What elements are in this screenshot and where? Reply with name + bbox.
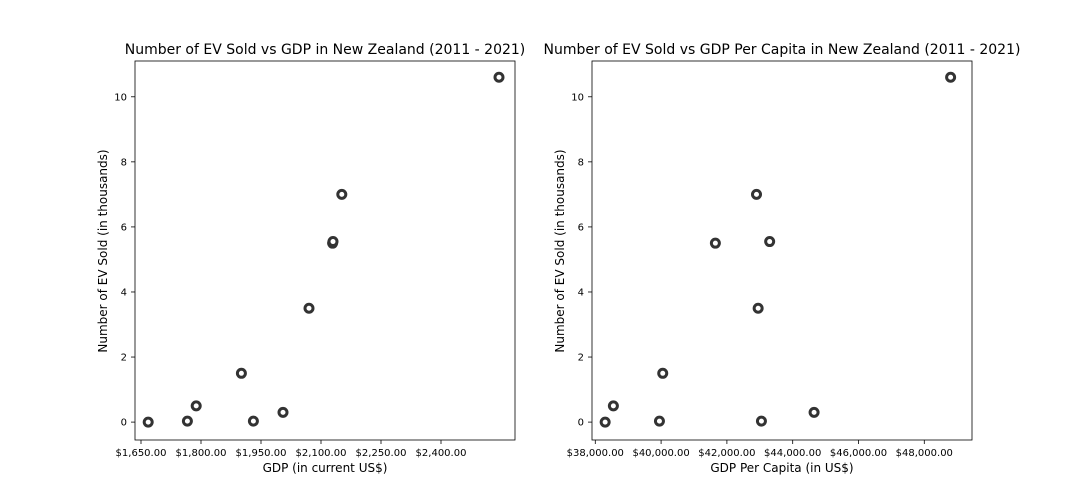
left-scatter-plot: Number of EV Sold vs GDP in New Zealand … [96, 42, 525, 475]
data-point [142, 416, 154, 428]
data-point [493, 71, 505, 83]
y-tick-label: 6 [121, 222, 127, 233]
data-point [247, 415, 259, 427]
x-tick-label: $44,000.00 [764, 448, 821, 459]
x-tick-label: $46,000.00 [830, 448, 887, 459]
y-tick-label: 4 [578, 287, 584, 298]
ticks: $1,650.00 $1,800.00 $1,950.00 $2,100.00 $2,2… [114, 92, 466, 459]
y-tick-label: 2 [121, 353, 127, 364]
y-axis-label: Number of EV Sold (in thousands) [96, 149, 110, 352]
x-axis-label: GDP Per Capita (in US$) [710, 461, 853, 475]
chart-title: Number of EV Sold vs GDP in New Zealand … [125, 42, 526, 58]
x-tick-label: $2,100.00 [296, 448, 347, 459]
x-tick-label: $48,000.00 [896, 448, 953, 459]
y-tick-label: 10 [114, 92, 127, 103]
data-point [709, 237, 721, 249]
x-axis-label: GDP (in current US$) [263, 461, 388, 475]
data-point [752, 302, 764, 314]
y-tick-label: 2 [578, 353, 584, 364]
data-point [336, 188, 348, 200]
y-tick-label: 8 [578, 157, 584, 168]
y-tick-label: 6 [578, 222, 584, 233]
x-tick-label: $42,000.00 [698, 448, 755, 459]
y-tick-label: 10 [571, 92, 584, 103]
x-tick-label: $2,250.00 [356, 448, 407, 459]
y-tick-label: 4 [121, 287, 127, 298]
points [599, 71, 957, 428]
x-tick-label: $1,650.00 [116, 448, 167, 459]
x-tick-label: $38,000.00 [567, 448, 624, 459]
data-point [653, 415, 665, 427]
data-point [277, 406, 289, 418]
x-tick-label: $40,000.00 [632, 448, 689, 459]
data-point [808, 406, 820, 418]
points [142, 71, 505, 428]
data-point [599, 416, 611, 428]
chart-title: Number of EV Sold vs GDP Per Capita in N… [544, 42, 1021, 58]
x-tick-label: $2,400.00 [416, 448, 467, 459]
plot-frame [134, 60, 516, 441]
data-point [235, 367, 247, 379]
y-tick-label: 8 [121, 157, 127, 168]
right-scatter-plot: Number of EV Sold vs GDP Per Capita in N… [544, 42, 1021, 475]
data-point [303, 302, 315, 314]
data-point [190, 400, 202, 412]
data-point [755, 415, 767, 427]
y-tick-label: 0 [578, 418, 584, 429]
data-point [751, 188, 763, 200]
y-axis-label: Number of EV Sold (in thousands) [553, 149, 567, 352]
ticks: $38,000.00 $40,000.00 $42,000.00 $44,000.00… [567, 92, 953, 459]
data-point [327, 236, 339, 248]
data-point [764, 236, 776, 248]
x-tick-label: $1,950.00 [236, 448, 287, 459]
data-point [181, 415, 193, 427]
data-point [945, 71, 957, 83]
data-point [657, 367, 669, 379]
y-tick-label: 0 [121, 418, 127, 429]
x-tick-label: $1,800.00 [176, 448, 227, 459]
plot-frame [591, 60, 973, 441]
data-point [607, 400, 619, 412]
